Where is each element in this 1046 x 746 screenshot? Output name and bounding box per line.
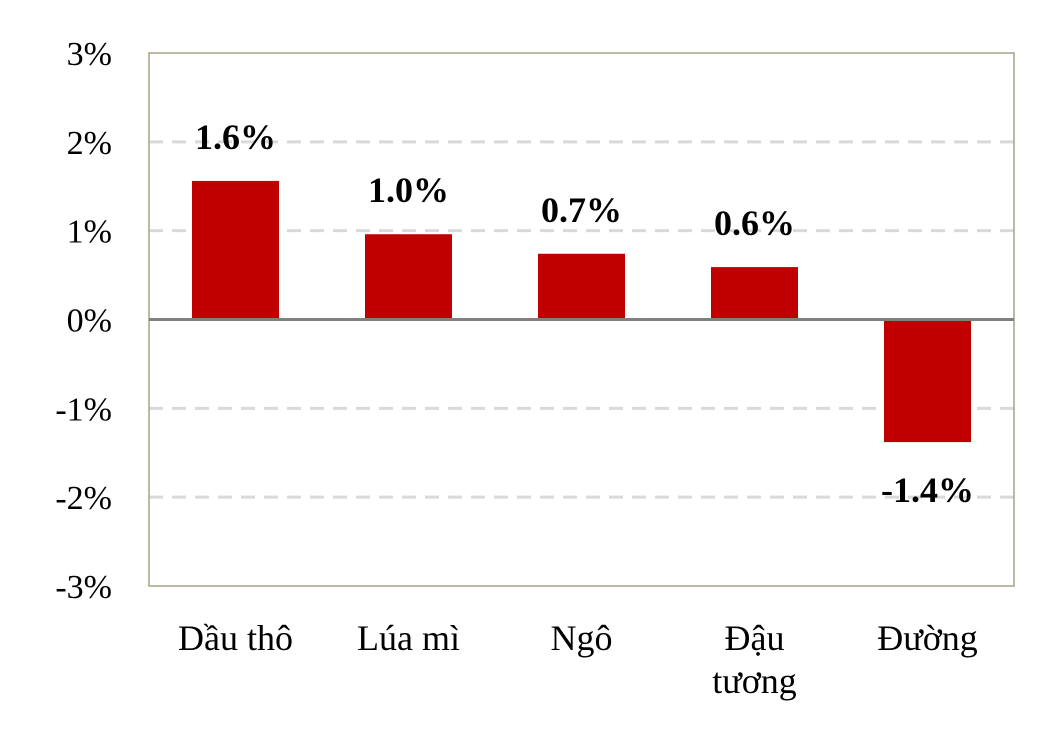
y-tick-label-1: 2% [67, 125, 112, 162]
category-label-4: Đường [877, 618, 978, 658]
category-label-1: Lúa mì [357, 618, 460, 658]
y-tick-label-0: 3% [67, 36, 112, 73]
data-label-1: 1.0% [368, 170, 449, 210]
bar-3 [711, 267, 798, 320]
bar-0 [192, 180, 279, 320]
y-tick-label-4: -1% [55, 391, 112, 428]
x-axis-category-labels: Dầu thô Lúa mì Ngô Đậu tương Đường [178, 618, 978, 701]
bars [192, 180, 971, 443]
data-label-3: 0.6% [714, 203, 795, 243]
y-axis-tick-labels: 3% 2% 1% 0% -1% -2% -3% [55, 36, 112, 606]
data-labels: 1.6% 1.0% 0.7% 0.6% -1.4% [195, 117, 974, 510]
gridlines [149, 140, 1014, 499]
category-label-0: Dầu thô [178, 618, 293, 658]
y-tick-label-3: 0% [67, 303, 112, 340]
data-label-2: 0.7% [541, 190, 622, 230]
bar-4 [884, 319, 971, 443]
category-label-2: Ngô [551, 618, 613, 658]
bar-2 [538, 253, 625, 320]
y-tick-label-2: 1% [67, 214, 112, 251]
y-tick-label-6: -3% [55, 569, 112, 606]
data-label-4: -1.4% [881, 470, 974, 510]
data-label-0: 1.6% [195, 117, 276, 157]
y-tick-label-5: -2% [55, 480, 112, 517]
bar-1 [365, 234, 452, 320]
category-label-3: Đậu tương [712, 618, 797, 701]
